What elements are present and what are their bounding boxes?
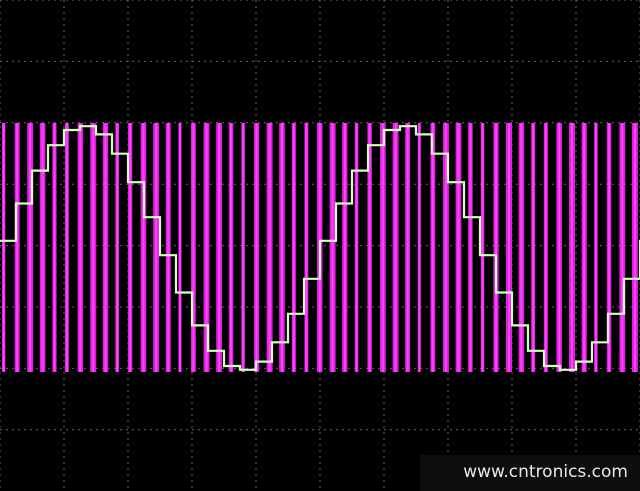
pwm-pulse-core: [481, 123, 484, 372]
pwm-pulse-core: [104, 123, 107, 372]
watermark-bg: [420, 455, 640, 491]
pwm-pulse-core: [116, 123, 119, 372]
pwm-pulse-core: [368, 123, 371, 372]
pwm-pulse-core: [2, 123, 5, 372]
pwm-pulse-core: [608, 123, 611, 372]
pwm-pulse-core: [255, 123, 258, 372]
pwm-pulse-core: [292, 123, 295, 372]
pwm-pulse-core: [394, 123, 397, 372]
pwm-pulse-core: [167, 123, 170, 372]
pwm-pulse-core: [532, 123, 535, 372]
pwm-pulse-core: [305, 123, 308, 372]
pwm-pulse-core: [583, 123, 586, 372]
pwm-pulse-core: [205, 123, 208, 372]
pwm-pulse-core: [29, 123, 32, 372]
pwm-pulse-core: [155, 123, 158, 372]
pwm-pulse-core: [192, 123, 195, 372]
pwm-pulse-core: [129, 123, 132, 372]
pwm-pulse-core: [280, 123, 283, 372]
pwm-pulse-core: [558, 123, 561, 372]
pwm-pulse-core: [16, 123, 19, 372]
pwm-pulse-core: [142, 123, 145, 372]
pwm-pulse-core: [444, 123, 447, 372]
pwm-pulse-core: [457, 123, 460, 372]
pwm-pulse-core: [355, 123, 358, 372]
stepped-sine: [0, 125, 640, 371]
pwm-pulse-core: [381, 123, 384, 372]
pwm-pulse-core: [621, 123, 624, 372]
pwm-pulse-core: [343, 123, 346, 372]
pwm-pulse-core: [431, 123, 434, 372]
pwm-pulse-core: [594, 123, 597, 372]
pwm-pulse-core: [230, 123, 233, 372]
pwm-pulse-core: [92, 123, 95, 372]
pwm-pulse-core: [507, 123, 510, 372]
pwm-pulse-core: [65, 123, 68, 372]
pwm-pulse-core: [79, 123, 82, 372]
pwm-pulse-core: [218, 123, 221, 372]
pwm-pulse-core: [570, 123, 573, 372]
pwm-pulse-core: [520, 123, 523, 372]
pwm-pulse-core: [242, 123, 245, 372]
pwm-pulse-core: [544, 123, 547, 372]
pwm-pulse-core: [41, 123, 44, 372]
pwm-signal: [2, 123, 638, 372]
pwm-pulse-core: [331, 123, 334, 372]
pwm-pulse-core: [53, 123, 56, 372]
watermark: www.cntronics.com: [463, 462, 628, 482]
pwm-pulse-core: [406, 123, 409, 372]
pwm-pulse-core: [268, 123, 271, 372]
pwm-pulse-core: [469, 123, 472, 372]
pwm-pulse-core: [418, 123, 421, 372]
pwm-pulse-core: [495, 123, 498, 372]
pwm-pulse-core: [178, 123, 181, 372]
pwm-pulse-core: [633, 123, 636, 372]
